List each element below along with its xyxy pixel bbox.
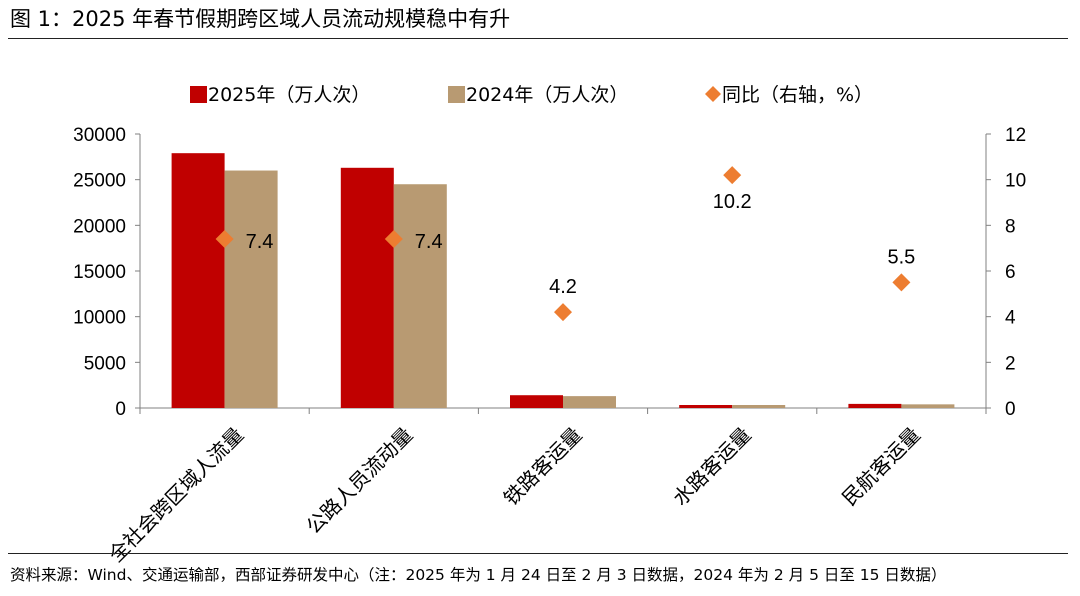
- yoy-data-label: 7.4: [415, 231, 443, 253]
- left-axis-tick-label: 30000: [73, 125, 126, 146]
- left-axis-tick-label: 20000: [73, 216, 126, 237]
- bar-2025: [679, 405, 733, 408]
- legend-label: 2024年（万人次）: [466, 84, 628, 106]
- yoy-data-label: 5.5: [887, 246, 915, 268]
- legend-swatch: [190, 86, 207, 103]
- legend: 2025年（万人次） 2024年（万人次） 同比（右轴，%）: [190, 84, 873, 106]
- legend-label: 同比（右轴，%）: [722, 84, 873, 106]
- yoy-marker: [554, 303, 572, 322]
- bar-2025: [848, 403, 902, 408]
- yoy-data-label: 7.4: [246, 231, 274, 253]
- x-axis-category-label: 全社会跨区域人流量: [104, 423, 248, 567]
- yoy-data-label: 10.2: [713, 191, 752, 213]
- source-divider: [8, 553, 1068, 554]
- yoy-marker: [892, 273, 911, 292]
- figure-title: 图 1：2025 年春节假期跨区域人员流动规模稳中有升: [10, 7, 511, 31]
- yoy-marker: [723, 166, 742, 185]
- yoy-markers: [215, 166, 911, 322]
- bar-2025: [171, 153, 225, 408]
- yoy-marker: [215, 230, 234, 249]
- x-axis: 全社会跨区域人流量 公路人员流动量 铁路客运量 水路客运量 民航客运量: [104, 407, 987, 567]
- right-axis-tick-label: 4: [1005, 308, 1016, 329]
- left-axis-tick-label: 0: [115, 399, 126, 420]
- x-axis-category-label: 公路人员流动量: [301, 423, 417, 539]
- right-axis-tick-label: 0: [1005, 399, 1016, 420]
- left-axis-tick-label: 5000: [84, 353, 126, 374]
- left-axis-tick-label: 15000: [73, 262, 126, 283]
- right-axis-tick-label: 8: [1005, 216, 1016, 237]
- bars: [171, 153, 955, 408]
- right-axis-tick-label: 6: [1005, 262, 1016, 283]
- bar-2024: [563, 396, 616, 408]
- left-axis: 0 5000 10000 15000 20000 25000 30000: [73, 125, 141, 420]
- left-axis-tick-label: 10000: [73, 308, 126, 329]
- right-axis-tick-label: 10: [1005, 171, 1026, 192]
- right-axis-tick-label: 12: [1005, 125, 1026, 146]
- yoy-marker: [384, 230, 403, 249]
- legend-diamond-icon: [705, 86, 721, 102]
- bar-2024: [732, 405, 786, 408]
- x-axis-category-label: 水路客运量: [668, 423, 756, 511]
- x-axis-category-label: 铁路客运量: [499, 423, 587, 511]
- data-labels: 7.4 7.4 4.2 10.2 5.5: [246, 191, 916, 298]
- yoy-data-label: 4.2: [549, 276, 577, 298]
- source-note: 资料来源：Wind、交通运输部，西部证券研发中心（注：2025 年为 1 月 2…: [10, 566, 947, 584]
- bar-2024: [393, 184, 447, 408]
- bar-2024: [901, 404, 955, 408]
- bar-2024: [224, 170, 278, 408]
- bar-2025: [510, 395, 563, 408]
- bar-2025: [340, 167, 394, 408]
- legend-swatch: [448, 86, 465, 103]
- legend-label: 2025年（万人次）: [208, 84, 370, 106]
- title-divider: [8, 38, 1068, 39]
- right-axis: 0 2 4 6 8 10 12: [985, 125, 1026, 420]
- right-axis-tick-label: 2: [1005, 353, 1016, 374]
- x-axis-category-label: 民航客运量: [837, 423, 925, 511]
- left-axis-tick-label: 25000: [73, 171, 126, 192]
